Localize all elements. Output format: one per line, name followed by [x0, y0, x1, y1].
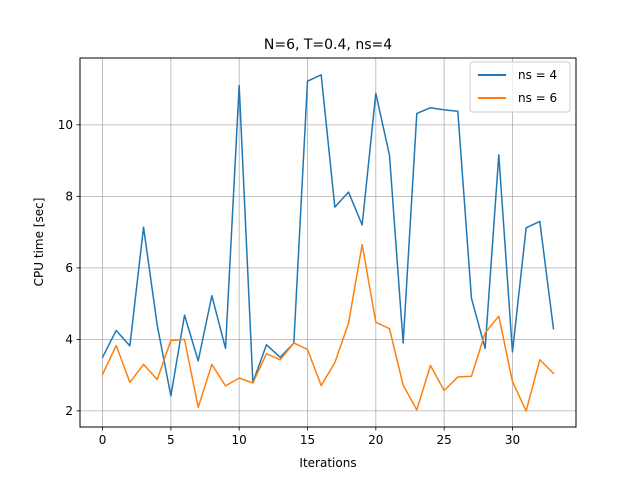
grid [80, 58, 576, 427]
y-tick-label: 8 [65, 189, 73, 203]
series-lines [101, 74, 555, 412]
y-tick-label: 2 [65, 404, 73, 418]
legend: ns = 4 ns = 6 [469, 61, 571, 113]
y-tick-label: 10 [58, 118, 73, 132]
x-tick-label: 0 [99, 433, 107, 447]
y-tick-label: 4 [65, 332, 73, 346]
plot-frame [79, 57, 577, 428]
axis-ticks: 0 5 10 15 20 25 30 2 4 6 8 10 [58, 118, 520, 447]
x-tick-label: 30 [505, 433, 520, 447]
legend-label-ns4: ns = 4 [518, 68, 557, 82]
x-tick-label: 25 [437, 433, 452, 447]
x-tick-label: 20 [368, 433, 383, 447]
series-line-0 [101, 74, 555, 397]
x-tick-label: 15 [300, 433, 315, 447]
chart-title: N=6, T=0.4, ns=4 [264, 37, 392, 53]
series-line-1 [101, 243, 555, 412]
y-axis-label: CPU time [sec] [32, 198, 46, 287]
x-tick-label: 10 [232, 433, 247, 447]
legend-label-ns6: ns = 6 [518, 91, 557, 105]
y-tick-label: 6 [65, 261, 73, 275]
x-axis-label: Iterations [299, 456, 356, 470]
x-tick-label: 5 [167, 433, 175, 447]
